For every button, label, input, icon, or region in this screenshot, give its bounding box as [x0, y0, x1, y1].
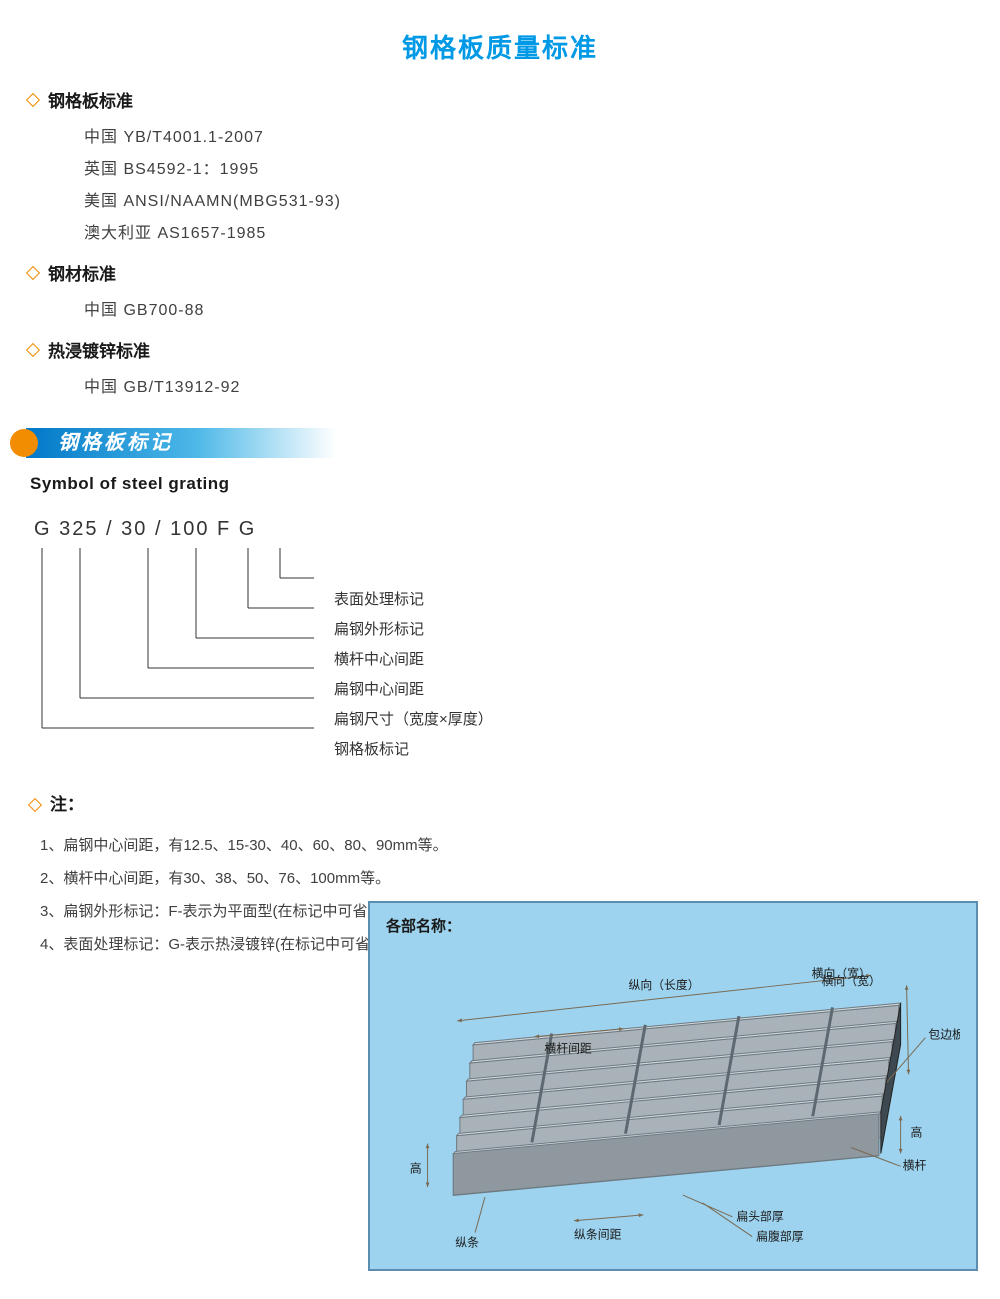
section-heading: 热浸镀锌标准: [28, 337, 1000, 362]
diagram-title: 各部名称：: [386, 915, 960, 936]
notes-heading: 注：: [30, 786, 1000, 823]
note-line: 1、扁钢中心间距，有12.5、15-30、40、60、80、90mm等。: [30, 829, 1000, 862]
parts-diagram-panel: 各部名称： 纵向（长度）横杆间距横向（宽）横向（宽）包边板高横杆高纵条纵条间距扁…: [368, 901, 978, 1271]
svg-text:横杆间距: 横杆间距: [544, 1042, 592, 1056]
standards-list: 中国 YB/T4001.1-2007 英国 BS4592-1：1995 美国 A…: [28, 122, 1000, 250]
standards-list: 中国 GB700-88: [28, 295, 1000, 327]
section-heading: 钢材标准: [28, 260, 1000, 285]
diamond-icon: [26, 342, 40, 356]
section-grating-standards: 钢格板标准 中国 YB/T4001.1-2007 英国 BS4592-1：199…: [0, 87, 1000, 250]
list-item: 中国 GB700-88: [84, 295, 1000, 327]
svg-text:包边板: 包边板: [928, 1028, 960, 1042]
symbol-subtitle: Symbol of steel grating: [0, 474, 1000, 494]
decode-label: 扁钢尺寸（宽度×厚度）: [334, 705, 493, 735]
section-heading: 钢格板标准: [28, 87, 1000, 112]
grating-diagram: 纵向（长度）横杆间距横向（宽）横向（宽）包边板高横杆高纵条纵条间距扁头部厚扁腹部…: [386, 942, 960, 1262]
page-title: 钢格板质量标准: [0, 0, 1000, 65]
diamond-icon: [26, 265, 40, 279]
decode-label: 扁钢中心间距: [334, 675, 493, 705]
bracket-tree: [34, 546, 334, 746]
decode-label: 钢格板标记: [334, 735, 493, 765]
heading-text: 热浸镀锌标准: [48, 337, 150, 362]
diamond-icon: [28, 798, 42, 812]
heading-text: 钢格板标准: [48, 87, 133, 112]
svg-text:扁头部厚: 扁头部厚: [736, 1210, 784, 1224]
svg-text:高: 高: [410, 1161, 422, 1175]
svg-text:纵向（长度）: 纵向（长度）: [628, 978, 699, 992]
list-item: 中国 YB/T4001.1-2007: [84, 122, 1000, 154]
section-galvanize-standards: 热浸镀锌标准 中国 GB/T13912-92: [0, 337, 1000, 404]
list-item: 英国 BS4592-1：1995: [84, 154, 1000, 186]
svg-text:纵条: 纵条: [455, 1235, 479, 1249]
svg-text:横杆: 横杆: [903, 1158, 927, 1172]
section-steel-standards: 钢材标准 中国 GB700-88: [0, 260, 1000, 327]
list-item: 澳大利亚 AS1657-1985: [84, 218, 1000, 250]
svg-text:横向（宽）: 横向（宽）: [822, 974, 881, 988]
list-item: 中国 GB/T13912-92: [84, 372, 1000, 404]
heading-text: 注：: [50, 786, 84, 823]
decode-label: 扁钢外形标记: [334, 615, 493, 645]
note-line: 2、横杆中心间距，有30、38、50、76、100mm等。: [30, 862, 1000, 895]
diamond-icon: [26, 92, 40, 106]
decode-label: 横杆中心间距: [334, 645, 493, 675]
list-item: 美国 ANSI/NAAMN(MBG531-93): [84, 186, 1000, 218]
decode-label: 表面处理标记: [334, 585, 493, 615]
decode-labels: 表面处理标记 扁钢外形标记 横杆中心间距 扁钢中心间距 扁钢尺寸（宽度×厚度） …: [334, 585, 493, 765]
svg-text:高: 高: [911, 1126, 923, 1140]
circle-icon: [10, 429, 38, 457]
svg-text:扁腹部厚: 扁腹部厚: [756, 1230, 804, 1244]
marker-banner: 钢格板标记: [0, 426, 1000, 460]
banner-text: 钢格板标记: [26, 428, 336, 458]
heading-text: 钢材标准: [48, 260, 116, 285]
symbol-code: G 325 / 30 / 100 F G: [34, 518, 256, 541]
svg-text:纵条间距: 纵条间距: [574, 1228, 622, 1242]
standards-list: 中国 GB/T13912-92: [28, 372, 1000, 404]
symbol-code-diagram: G 325 / 30 / 100 F G 表面处理标记 扁钢外形标记 横杆中心间…: [34, 518, 1000, 778]
